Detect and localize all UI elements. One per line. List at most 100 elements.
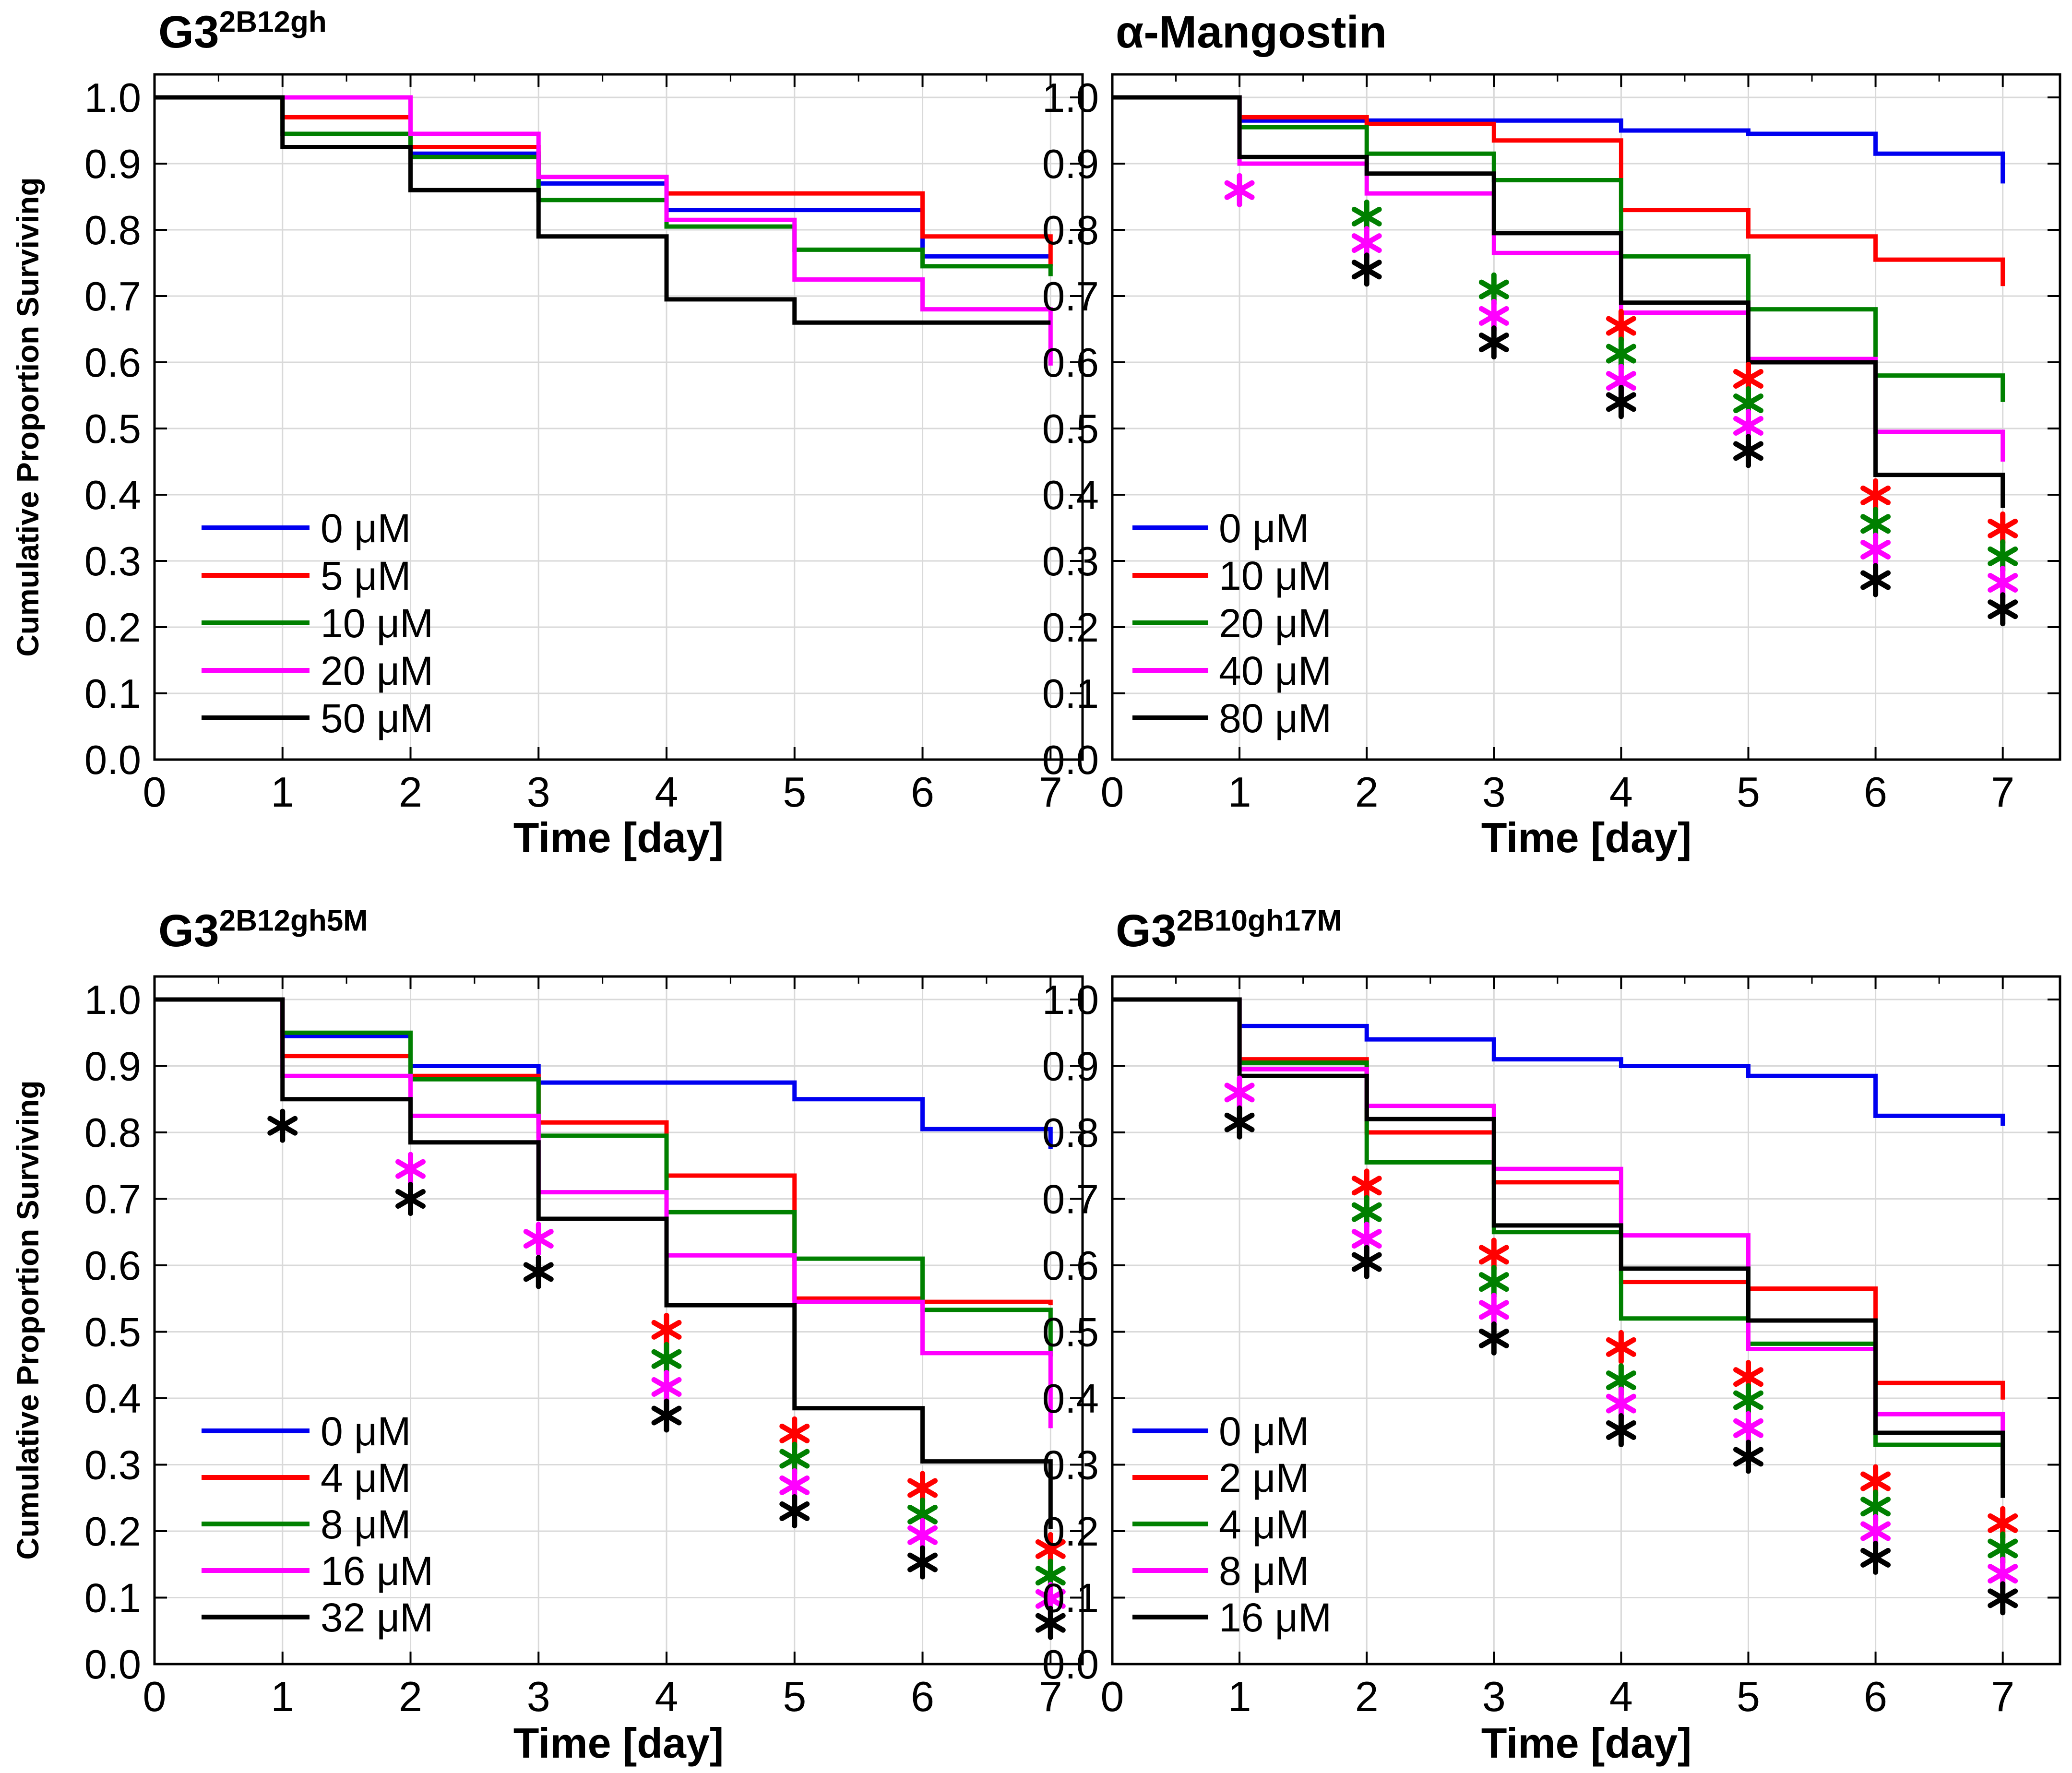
asterisk-black-day1 [1224,1105,1255,1140]
x-axis-label-bottom-right: Time [day] [1481,1719,1692,1767]
y-tick-label: 0.3 [84,1443,141,1488]
x-tick-label: 6 [1864,768,1887,816]
asterisk-spoke [907,1478,938,1498]
x-axis-label-top-right: Time [day] [1481,814,1692,861]
y-tick-label: 0.9 [1042,1044,1099,1090]
legend-item-8μM: 8 μM [1132,1548,1309,1594]
x-axis-label-top-left: Time [day] [513,814,724,861]
survival-plot-top-left: 1.0 0.9 0.8 0.7 0.6 0.5 0.4 0.3 0.2 0.1 0.00 1 2 3 4 5 6… [84,73,1084,816]
asterisk-spoke [395,1189,426,1209]
x-tick-label: 0 [1101,1673,1124,1720]
plot-frame [153,975,1084,1666]
x-tick-label: 7 [1039,768,1062,816]
asterisk-black-day7 [1988,592,2018,627]
asterisk-spoke [1606,371,1636,391]
asterisk-spoke [779,1501,810,1521]
asterisk-spoke [907,1504,938,1524]
legend-item-20μM: 20 μM [1132,601,1332,646]
asterisk-spoke [1224,1112,1255,1132]
y-tick-label: 0.2 [1042,605,1099,651]
asterisk-magenta-day3 [1478,1293,1509,1327]
survival-plot-top-right: 1.0 0.9 0.8 0.7 0.6 0.5 0.4 0.3 0.2 0.1 0.00 1 2 3 4 5 6… [1042,73,2061,816]
plot-frame [1111,975,2061,1666]
asterisk-black-day5 [1733,434,1763,468]
asterisk-spoke [1478,306,1509,326]
curve-20μM [1112,95,2005,402]
curve-50μM [155,95,1051,325]
y-tick-label: 0.9 [84,1044,141,1090]
curve-10μM [1112,95,2005,286]
legend-label: 10 μM [321,601,433,646]
asterisk-spoke [1606,316,1636,336]
asterisk-spoke [1351,260,1382,280]
y-tick-label: 0.0 [84,1642,141,1688]
y-tick-label: 0.7 [84,274,141,320]
asterisk-green-day4 [1606,336,1636,371]
asterisk-red-day7 [1988,511,2018,546]
legend-label: 4 μM [1219,1502,1309,1547]
title-superscript: 2B12gh5M [219,904,368,938]
legend-label: 50 μM [321,696,433,741]
asterisk-spoke [523,1229,554,1249]
y-tick-label: 0.8 [1042,208,1099,253]
asterisk-red-day3 [1478,1238,1509,1272]
asterisk-spoke [1035,1613,1066,1633]
y-tick-label: 0.4 [84,1376,141,1422]
y-tick-label: 0.4 [1042,473,1099,518]
curve-0μM [155,997,1053,1149]
legend-item-32μM: 32 μM [202,1595,433,1640]
asterisk-spoke [1478,333,1509,353]
asterisk-spoke [1351,233,1382,253]
curve-10μM [155,95,1053,276]
title-text: α-Mangostin [1116,7,1387,58]
x-tick-label: 6 [1864,1673,1887,1720]
asterisk-spoke [651,1349,682,1369]
legend-label: 4 μM [321,1455,411,1500]
x-axis-label-bottom-left: Time [day] [513,1719,724,1767]
asterisk-spoke [1860,485,1891,505]
asterisk-spoke [1860,514,1891,534]
y-tick-label: 0.9 [84,142,141,187]
asterisk-red-day6 [1860,478,1891,512]
x-tick-label: 1 [1228,1673,1251,1720]
asterisk-black-day2 [1351,252,1382,287]
asterisk-black-day5 [779,1494,810,1528]
legend-label: 10 μM [1219,553,1332,598]
y-tick-label: 0.1 [84,671,141,717]
x-tick-label: 3 [527,1673,550,1720]
asterisk-spoke [1478,279,1509,299]
y-tick-label: 0.0 [1042,1642,1099,1688]
asterisk-spoke [1035,1589,1066,1609]
y-tick-label: 0.7 [84,1177,141,1223]
asterisk-spoke [1351,1252,1382,1272]
y-tick-label: 0.2 [84,1509,141,1555]
panel-title-bottom-left: G32B12gh5M [158,904,368,957]
asterisk-spoke [1733,369,1763,389]
asterisk-black-day2 [1351,1245,1382,1279]
asterisk-spoke [1478,1272,1509,1292]
panel-title-top-left: G32B12gh [158,6,327,59]
legend-item-2μM: 2 μM [1132,1455,1309,1500]
asterisk-spoke [1478,1328,1509,1348]
legend-item-10μM: 10 μM [1132,553,1332,598]
asterisk-spoke [1035,1566,1066,1586]
y-tick-label: 1.0 [1042,977,1099,1023]
legend-item-80μM: 80 μM [1132,696,1332,741]
asterisk-spoke [1606,1370,1636,1391]
legend-label: 20 μM [1219,601,1332,646]
title-superscript: 2B10gh17M [1176,904,1342,938]
asterisk-black-day3 [1478,1321,1509,1356]
asterisk-spoke [1606,1337,1636,1357]
curve-32μM [155,997,1053,1529]
y-tick-label: 0.9 [1042,142,1099,187]
asterisk-spoke [651,1405,682,1426]
x-tick-label: 7 [1991,768,2014,816]
curve-80μM [1112,95,2005,508]
y-tick-label: 0.3 [1042,539,1099,584]
legend-label: 0 μM [1219,1409,1309,1454]
asterisk-magenta-day1 [1224,173,1255,207]
survival-plot-bottom-right: 1.0 0.9 0.8 0.7 0.6 0.5 0.4 0.3 0.2 0.1 0.00 1 2 3 4 5 6… [1042,975,2061,1720]
asterisk-spoke [1478,1245,1509,1265]
x-tick-label: 2 [1355,768,1379,816]
